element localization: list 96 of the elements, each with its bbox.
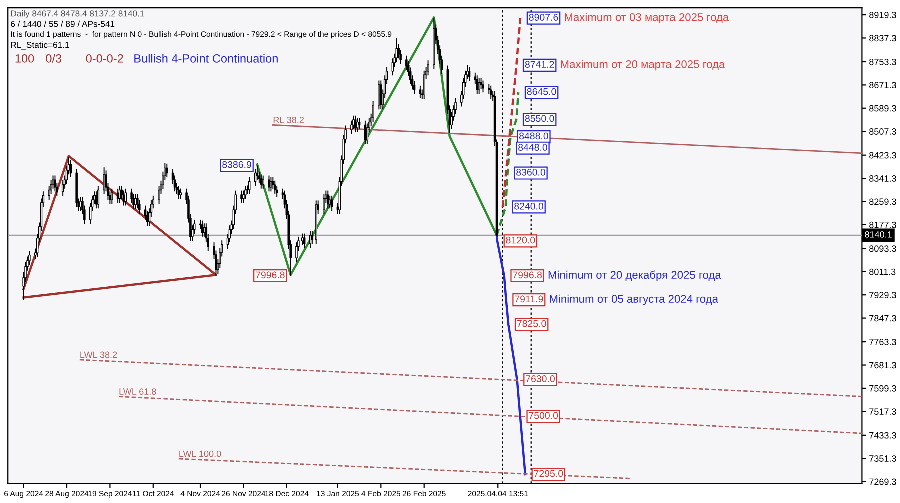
candlestick: [270, 177, 272, 192]
candlestick: [350, 120, 353, 135]
candlestick: [180, 188, 182, 200]
annotation: 8550.0: [525, 115, 554, 122]
candlestick: [478, 78, 480, 95]
y-tick-label: 8919.3: [870, 12, 896, 18]
candlestick: [274, 180, 276, 195]
y-tick-label: 8177.3: [870, 222, 896, 228]
candlestick: [476, 75, 478, 95]
series-label: LWL 61.8: [120, 388, 156, 395]
y-tick-label: 7599.3: [870, 385, 896, 392]
annotation: Minimum от 20 декабря 2025 года: [548, 270, 722, 282]
annotation: Maximum от 20 марта 2025 года: [561, 60, 726, 71]
annotation: 8448.0: [518, 144, 548, 151]
y-tick-label: 7433.3: [870, 432, 896, 439]
annotation: 8645.0: [527, 88, 556, 96]
y-tick-label: 8259.3: [870, 198, 896, 206]
series-label: LWL 38.2: [80, 352, 118, 358]
y-tick-label: 8589.3: [870, 105, 896, 112]
candlestick: [327, 190, 330, 210]
y-tick-label: 8341.3: [870, 176, 896, 182]
candlestick: [358, 118, 361, 130]
candlestick: [423, 70, 426, 100]
y-tick-label: 8011.3: [870, 268, 896, 276]
y-tick-label: 7351.3: [870, 456, 896, 462]
series-label: RL 38.2: [274, 116, 304, 124]
annotation: 7825.0: [517, 320, 546, 328]
y-tick-label: 8507.3: [870, 128, 896, 135]
y-tick-label: 7269.3: [870, 478, 896, 486]
candlestick: [301, 233, 304, 246]
candlestick: [396, 38, 398, 63]
candlestick: [356, 118, 359, 133]
candlestick: [490, 85, 492, 100]
y-tick-label: 8753.3: [870, 58, 896, 66]
line-series: [22, 155, 218, 299]
annotation: 7295.0: [534, 470, 564, 478]
candlestick: [392, 58, 394, 76]
annotation: 7630.0: [526, 376, 555, 382]
annotation: 8120.0: [506, 236, 536, 244]
annotation: 0-0-0-2: [86, 54, 124, 63]
candlestick: [248, 177, 251, 195]
y-tick-label: 8423.3: [870, 152, 896, 159]
annotation: 8741.2: [525, 61, 554, 68]
candlestick: [111, 188, 114, 205]
candlestick: [354, 115, 357, 133]
y-tick-label: 7929.3: [870, 292, 896, 298]
annotation: 8488.0: [520, 132, 548, 140]
candlestick: [201, 220, 204, 238]
candlestick: [124, 188, 128, 206]
annotation: 8907.6: [529, 14, 558, 21]
candlestick: [178, 186, 180, 200]
ref-line-label: 8140.1: [865, 232, 892, 238]
candlestick: [372, 100, 374, 123]
candlestick: [380, 80, 382, 110]
annotation: 8240.0: [514, 202, 544, 210]
candlestick: [352, 115, 355, 130]
y-tick-label: 8671.3: [870, 82, 896, 89]
y-tick-label: 8837.3: [870, 35, 896, 42]
series-label: LWL 100.0: [180, 450, 222, 458]
y-tick-label: 7517.3: [870, 408, 896, 416]
candlestick: [262, 175, 264, 190]
candlestick: [122, 190, 126, 206]
candlestick: [309, 230, 312, 249]
y-tick-label: 7763.3: [870, 339, 896, 346]
annotation: 0/3: [46, 54, 62, 63]
y-tick-label: 7681.3: [870, 362, 896, 369]
annotation: RL_Static=61.1: [11, 42, 70, 50]
chart-title: Daily 8467.4 8478.4 8137.2 8140.1: [11, 10, 144, 18]
candlestick: [303, 233, 306, 249]
annotation: Maximum от 03 марта 2025 года: [565, 13, 730, 24]
annotation: 8386.9: [222, 161, 252, 168]
y-tick-label: 7847.3: [870, 315, 896, 322]
candlestick: [268, 175, 270, 192]
candlestick: [116, 188, 120, 204]
candlestick: [54, 175, 56, 192]
annotation: 7500.0: [529, 412, 558, 420]
candlestick: [134, 194, 137, 210]
candlestick: [103, 167, 106, 195]
candlestick: [427, 60, 430, 76]
candlestick: [482, 80, 484, 94]
annotation: 7996.8: [256, 272, 285, 279]
candlestick: [323, 194, 326, 215]
candlestick: [242, 190, 245, 204]
annotation: 100: [16, 54, 34, 63]
annotation: 8360.0: [516, 168, 546, 176]
text: 6 / 1440 / 55 / 89 / APs-541: [11, 20, 115, 28]
candlestick: [166, 163, 168, 178]
candlestick: [244, 186, 247, 200]
y-tick-label: 8093.3: [870, 246, 896, 252]
candlestick: [62, 180, 64, 197]
annotation: 7996.8: [513, 272, 542, 279]
candlestick: [240, 190, 243, 204]
annotation: 7911.9: [515, 296, 544, 303]
annotation: Bullish 4-Point Continuation: [134, 54, 278, 63]
annotation: Minimum от 05 августа 2024 года: [550, 294, 718, 306]
candlestick: [468, 66, 471, 82]
